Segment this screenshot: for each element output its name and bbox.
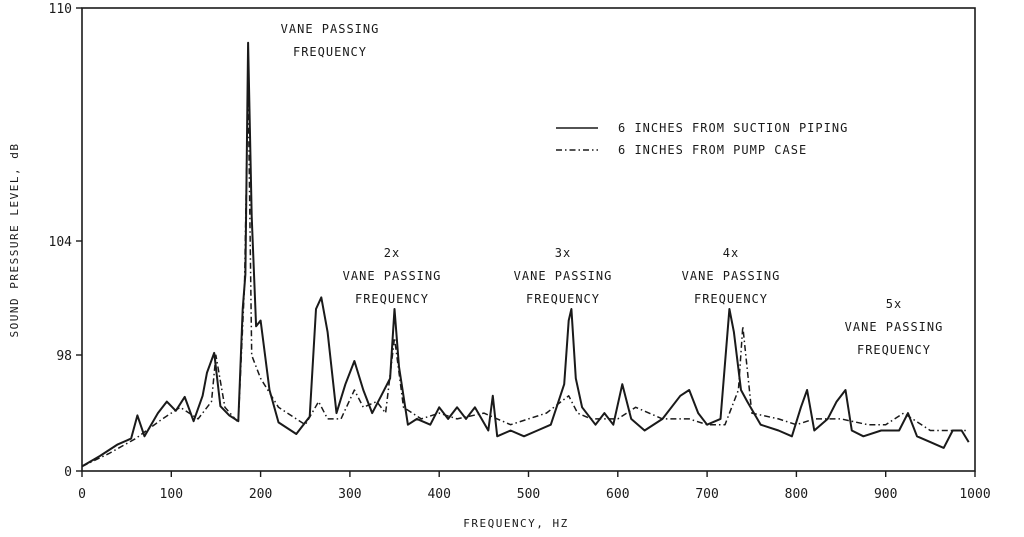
- annotation-4: 4x VANE PASSING FREQUENCY: [682, 246, 781, 306]
- x-tick-label: 500: [517, 487, 540, 502]
- x-tick-label: 900: [874, 487, 897, 502]
- x-tick-label: 700: [695, 487, 718, 502]
- annotation-line: FREQUENCY: [857, 343, 931, 357]
- annotation-1: VANE PASSING FREQUENCY: [281, 22, 380, 59]
- annotation-line: VANE PASSING: [845, 320, 944, 334]
- annotation-2: 2x VANE PASSING FREQUENCY: [343, 246, 442, 306]
- annotation-5: 5x VANE PASSING FREQUENCY: [845, 297, 944, 357]
- legend-label-suction: 6 INCHES FROM SUCTION PIPING: [618, 121, 848, 135]
- y-axis-ticks: 0 98 104 110: [49, 2, 82, 480]
- x-axis-title: FREQUENCY, HZ: [463, 517, 569, 530]
- series-line-suction-piping: [81, 41, 970, 468]
- x-tick-label: 200: [249, 487, 272, 502]
- y-tick-label: 104: [49, 235, 73, 250]
- series-layer: [81, 41, 970, 468]
- x-tick-label: 300: [338, 487, 361, 502]
- y-tick-label: 110: [49, 2, 72, 17]
- series-line-pump-case: [81, 82, 967, 468]
- annotation-layer: VANE PASSING FREQUENCY 2x VANE PASSING FREQU…: [281, 22, 944, 357]
- annotation-line: 3x: [555, 246, 571, 260]
- plot-frame: [81, 7, 976, 472]
- annotation-line: VANE PASSING: [682, 269, 781, 283]
- x-tick-label: 1000: [959, 487, 990, 502]
- annotation-line: 4x: [723, 246, 739, 260]
- y-tick-label: 0: [64, 465, 72, 480]
- annotation-line: FREQUENCY: [355, 292, 429, 306]
- x-axis-ticks: 0 100 200 300 400 500 600 700 800 900 1000: [78, 471, 991, 502]
- annotation-line: 2x: [384, 246, 400, 260]
- annotation-line: VANE PASSING: [281, 22, 380, 36]
- annotation-line: FREQUENCY: [694, 292, 768, 306]
- x-tick-label: 400: [427, 487, 450, 502]
- x-tick-label: 800: [785, 487, 808, 502]
- annotation-line: FREQUENCY: [526, 292, 600, 306]
- y-axis-title: SOUND PRESSURE LEVEL, dB: [8, 143, 21, 338]
- legend-label-pump-case: 6 INCHES FROM PUMP CASE: [618, 143, 807, 157]
- y-tick-label: 98: [56, 349, 72, 364]
- legend: 6 INCHES FROM SUCTION PIPING 6 INCHES FR…: [556, 121, 848, 157]
- x-tick-label: 0: [78, 487, 86, 502]
- annotation-line: FREQUENCY: [293, 45, 367, 59]
- x-tick-label: 600: [606, 487, 629, 502]
- annotation-line: VANE PASSING: [343, 269, 442, 283]
- x-tick-label: 100: [160, 487, 183, 502]
- annotation-3: 3x VANE PASSING FREQUENCY: [514, 246, 613, 306]
- annotation-line: 5x: [886, 297, 902, 311]
- annotation-line: VANE PASSING: [514, 269, 613, 283]
